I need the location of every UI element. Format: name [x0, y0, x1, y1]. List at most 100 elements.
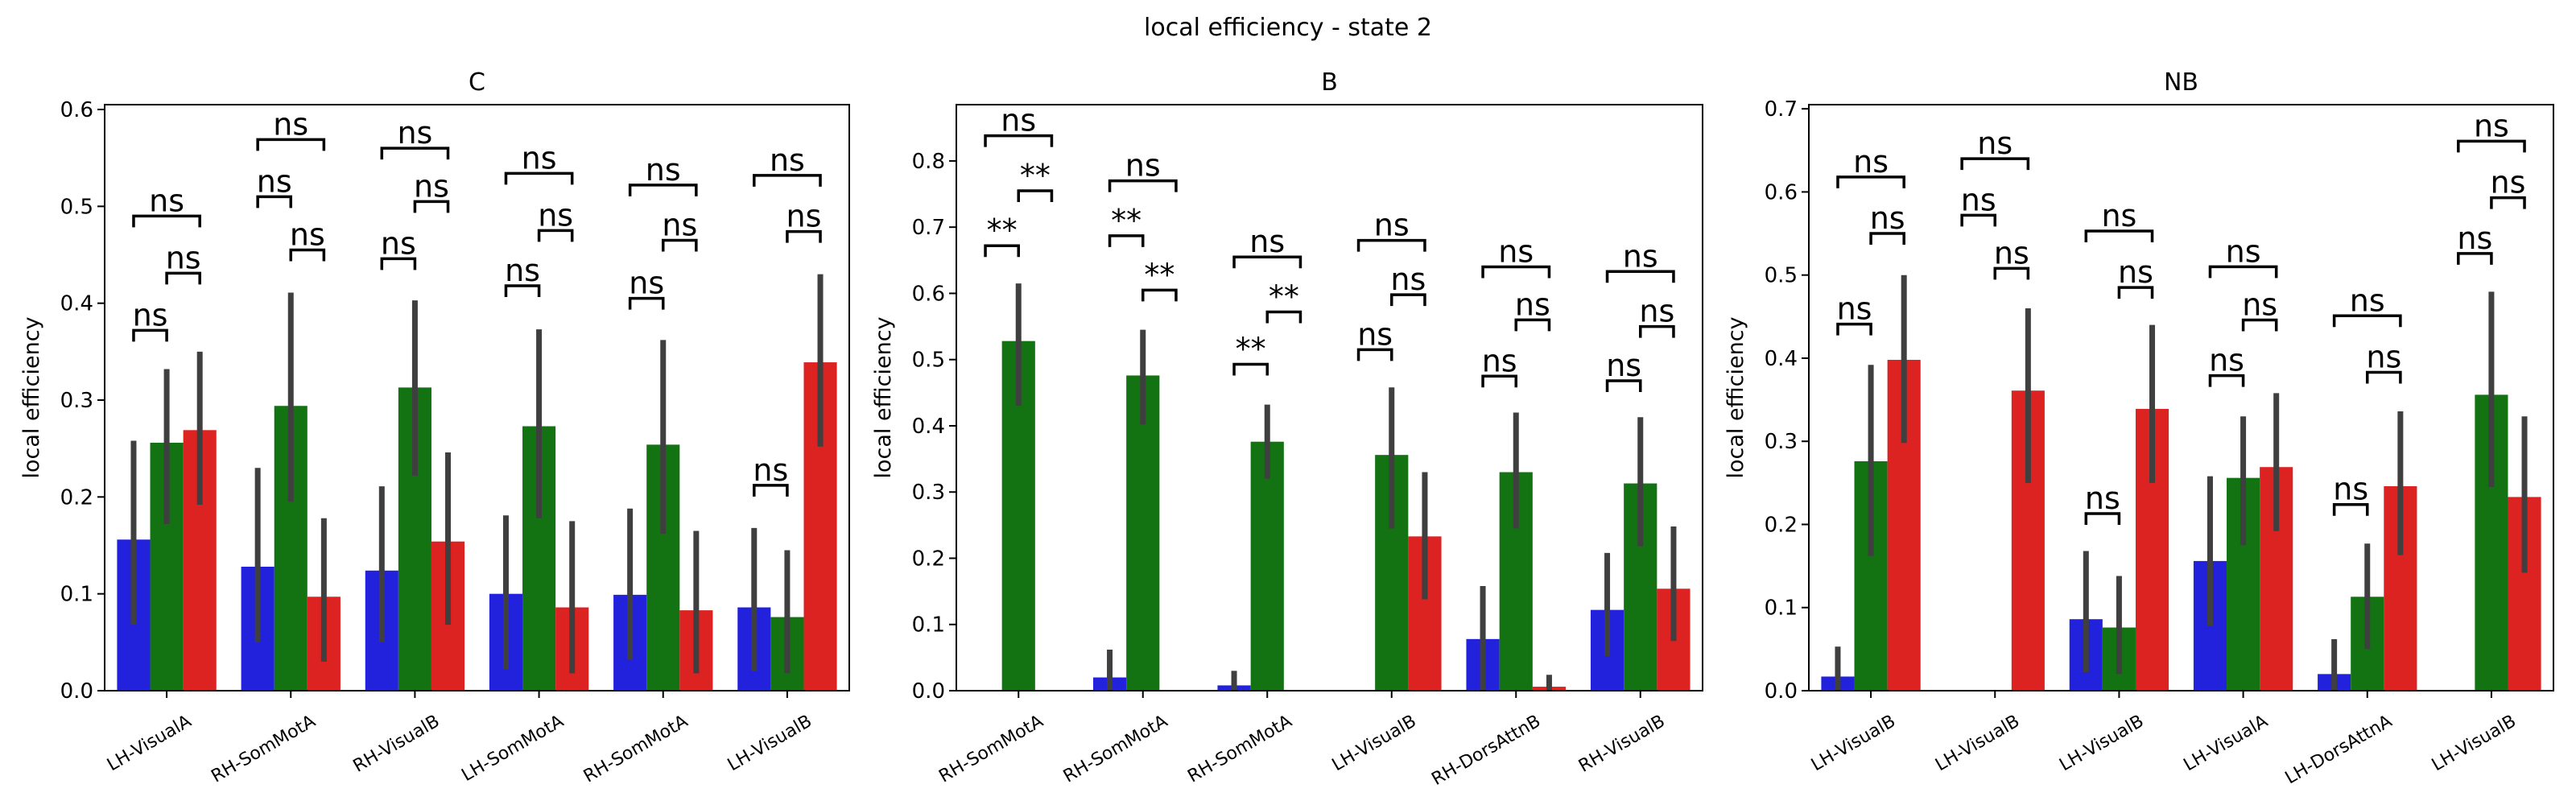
y-tick-label: 0.3 [1765, 430, 1798, 454]
significance-bracket [413, 200, 450, 213]
significance-bracket [1481, 265, 1551, 279]
significance-label: ns [522, 140, 557, 175]
significance-bracket [1836, 175, 1905, 188]
significance-label: ns [646, 152, 681, 188]
x-tick-label: RH-VisualB [1575, 712, 1669, 777]
x-tick-label: RH-DorsAttnB [1428, 712, 1544, 790]
y-tick-label: 0.7 [1765, 97, 1798, 122]
figure-title: local efficiency - state 2 [1144, 14, 1432, 42]
significance-label: ns [1125, 148, 1161, 184]
y-axis-label: local efficiency [19, 316, 44, 478]
significance-bracket [1514, 318, 1551, 332]
significance-bracket [2332, 502, 2369, 516]
significance-label: ns [1357, 316, 1393, 352]
significance-label: ns [149, 183, 184, 218]
significance-bracket [2366, 370, 2402, 384]
significance-bracket [753, 484, 789, 497]
significance-bracket [2117, 286, 2154, 299]
significance-label: ** [1144, 257, 1174, 292]
significance-bracket [1993, 266, 2030, 280]
significance-label: ns [1994, 235, 2029, 270]
significance-bracket [504, 284, 541, 298]
significance-label: ns [2118, 254, 2153, 290]
y-tick-label: 0.5 [912, 349, 945, 373]
significance-bracket [380, 147, 450, 160]
significance-label: ns [2366, 340, 2401, 375]
panel-title: B [1321, 68, 1338, 97]
significance-bracket [1108, 234, 1145, 247]
x-tick-label: RH-SomMotA [208, 712, 319, 787]
significance-label: ns [786, 199, 822, 234]
y-tick-label: 0.0 [1765, 679, 1798, 704]
significance-label: ns [1390, 262, 1426, 297]
significance-bracket [256, 138, 326, 151]
bar [1250, 441, 1284, 691]
x-tick-label: LH-VisualA [2180, 712, 2271, 776]
y-tick-label: 0.5 [1765, 264, 1798, 288]
y-tick-label: 0.1 [1765, 597, 1798, 621]
significance-label: ns [257, 163, 292, 199]
significance-label: ns [2491, 165, 2526, 200]
significance-label: ns [2101, 198, 2136, 233]
significance-label: ns [2350, 283, 2385, 318]
significance-bracket [628, 296, 665, 310]
panel-title: C [469, 68, 485, 97]
significance-bracket [2457, 252, 2493, 265]
significance-label: ns [505, 253, 540, 288]
x-tick-label: RH-SomMotA [935, 712, 1046, 787]
significance-bracket [1232, 362, 1269, 376]
significance-label: ns [770, 142, 805, 178]
significance-bracket [256, 195, 292, 208]
significance-bracket [1960, 213, 1996, 227]
significance-label: ns [2474, 108, 2509, 143]
significance-bracket [1869, 232, 1905, 246]
significance-bracket [1836, 322, 1872, 336]
significance-label: ** [1111, 203, 1141, 238]
y-tick-label: 0.4 [912, 415, 945, 439]
axes-frame [956, 104, 1703, 691]
significance-bracket [1605, 379, 1642, 393]
significance-bracket [1108, 179, 1178, 192]
significance-bracket [1141, 288, 1178, 302]
y-tick-label: 0.5 [60, 195, 93, 219]
significance-bracket [1639, 324, 1675, 338]
significance-bracket [1390, 293, 1426, 307]
significance-bracket [1481, 374, 1517, 388]
significance-label: ns [1001, 103, 1036, 138]
significance-label: ns [381, 225, 416, 261]
significance-label: ** [987, 213, 1018, 248]
significance-label: ns [629, 266, 664, 301]
x-tick-label: RH-SomMotA [1060, 712, 1171, 787]
significance-label: ns [2457, 221, 2492, 256]
panel-title: NB [2164, 68, 2198, 97]
x-tick-label: LH-VisualB [2056, 712, 2147, 776]
significance-label: ns [290, 217, 325, 252]
significance-label: ns [2085, 481, 2120, 516]
significance-label: ns [133, 297, 168, 332]
significance-label: ns [397, 115, 432, 151]
significance-label: ns [273, 106, 308, 142]
x-tick-label: LH-VisualB [724, 712, 815, 776]
y-tick-label: 0.3 [60, 389, 93, 413]
significance-bracket [786, 229, 822, 243]
significance-label: ns [1249, 224, 1285, 259]
significance-label: ** [1269, 279, 1299, 314]
significance-label: ns [1498, 234, 1534, 270]
significance-label: ns [1853, 144, 1889, 180]
significance-label: ns [538, 197, 573, 233]
significance-bracket [380, 257, 417, 270]
significance-bracket [289, 248, 326, 262]
significance-label: ns [166, 240, 201, 275]
x-tick-label: LH-VisualB [1808, 712, 1899, 776]
significance-bracket [628, 184, 698, 196]
significance-bracket [504, 171, 574, 185]
x-tick-label: RH-VisualB [350, 712, 444, 777]
significance-label: ** [1020, 158, 1051, 193]
significance-bracket [2208, 265, 2278, 279]
y-tick-label: 0.2 [1765, 513, 1798, 537]
y-tick-label: 0.7 [912, 216, 945, 240]
x-tick-label: LH-VisualB [2429, 712, 2520, 776]
significance-label: ns [1837, 291, 1872, 327]
